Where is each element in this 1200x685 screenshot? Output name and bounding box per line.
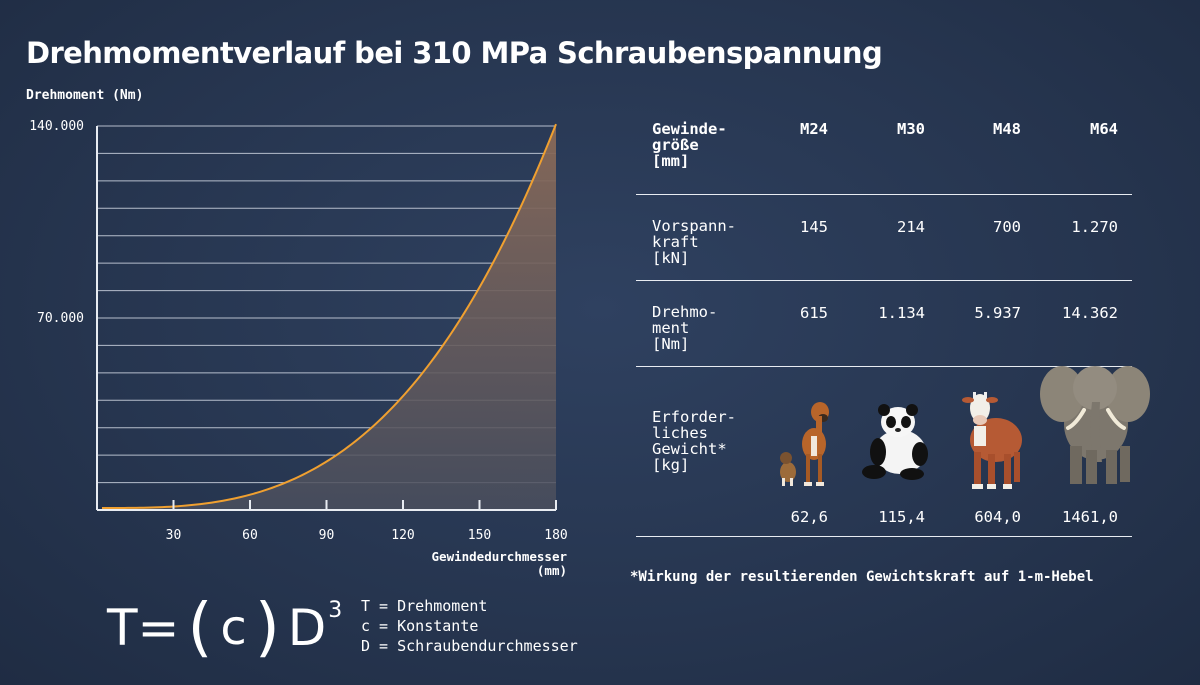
- header-label-line2: größe: [652, 136, 699, 154]
- table-divider: [636, 366, 1132, 367]
- row-label-vorspannkraft: Vorspann- kraft [kN]: [652, 218, 772, 266]
- row-label-gewicht: Erforder- liches Gewicht* [kg]: [652, 409, 772, 473]
- y-axis-label: Drehmoment (Nm): [26, 88, 144, 103]
- legend-d: D = Schraubendurchmesser: [361, 637, 578, 655]
- x-tick-label: 120: [391, 528, 414, 543]
- page-title: Drehmomentverlauf bei 310 MPa Schraubens…: [26, 36, 883, 70]
- cell-vorspannkraft-m48: 700: [993, 218, 1021, 236]
- cell-gewicht-m64: 1461,0: [1062, 508, 1118, 526]
- cell-vorspannkraft-m24: 145: [800, 218, 828, 236]
- header-m24: M24: [800, 120, 828, 138]
- header-m64: M64: [1090, 120, 1118, 138]
- formula-legend: T = Drehmoment c = Konstante D = Schraub…: [361, 596, 578, 656]
- cell-gewicht-m48: 604,0: [974, 508, 1021, 526]
- header-label-line1: Gewinde-: [652, 120, 727, 138]
- cell-drehmoment-m30: 1.134: [878, 304, 925, 322]
- dogs-icon: [780, 402, 829, 486]
- x-tick-label: 60: [242, 528, 258, 543]
- x-axis-label-line1: Gewindedurchmesser: [431, 549, 567, 564]
- x-tick-label: 90: [319, 528, 335, 543]
- cell-vorspannkraft-m64: 1.270: [1071, 218, 1118, 236]
- formula-d: D: [287, 599, 327, 657]
- x-tick-label: 180: [544, 528, 567, 543]
- torque-chart: 30 60 90 120 150 180 140.000 70.000: [29, 119, 568, 543]
- y-tick-label: 70.000: [37, 311, 84, 326]
- row1-label-line3: [kN]: [652, 249, 690, 267]
- elephant-icon: [1040, 366, 1150, 484]
- cell-drehmoment-m24: 615: [800, 304, 828, 322]
- cell-gewicht-m30: 115,4: [878, 508, 925, 526]
- row2-label-line3: [Nm]: [652, 335, 690, 353]
- formula-open-paren: (: [187, 591, 213, 665]
- row1-label-line2: kraft: [652, 233, 699, 251]
- row3-label-line4: [kg]: [652, 456, 690, 474]
- torque-curve: [102, 123, 557, 509]
- legend-t: T = Drehmoment: [361, 597, 488, 615]
- cell-vorspannkraft-m30: 214: [897, 218, 925, 236]
- x-tick-label: 150: [468, 528, 491, 543]
- formula-t: T: [107, 599, 138, 657]
- table-divider: [636, 536, 1132, 537]
- formula-c: c: [220, 600, 247, 656]
- x-axis-label: Gewindedurchmesser (mm): [380, 550, 567, 578]
- x-axis-label-line2: (mm): [536, 563, 567, 578]
- formula-close-paren: ): [254, 591, 280, 665]
- y-ticks: 140.000 70.000: [29, 119, 84, 326]
- x-tick-label: 30: [166, 528, 182, 543]
- table-divider: [636, 280, 1132, 281]
- row-label-drehmoment: Drehmo- ment [Nm]: [652, 304, 772, 352]
- y-tick-label: 140.000: [29, 119, 84, 134]
- formula-eq: =: [137, 599, 180, 657]
- torque-area: [102, 124, 556, 510]
- header-label-line3: [mm]: [652, 152, 690, 170]
- cell-gewicht-m24: 62,6: [790, 508, 828, 526]
- panda-icon: [862, 404, 928, 480]
- header-m48: M48: [993, 120, 1021, 138]
- x-ticks: 30 60 90 120 150 180: [166, 500, 568, 543]
- formula: T = ( c ) D 3: [107, 588, 342, 668]
- cell-drehmoment-m48: 5.937: [974, 304, 1021, 322]
- table-divider: [636, 194, 1132, 195]
- footnote: *Wirkung der resultierenden Gewichtskraf…: [630, 569, 1094, 585]
- header-label: Gewinde- größe [mm]: [652, 121, 772, 169]
- header-m30: M30: [897, 120, 925, 138]
- cow-icon: [962, 392, 1022, 489]
- row1-label-line1: Vorspann-: [652, 217, 736, 235]
- cell-drehmoment-m64: 14.362: [1062, 304, 1118, 322]
- row2-label-line1: Drehmo-: [652, 303, 718, 321]
- row2-label-line2: ment: [652, 319, 690, 337]
- row3-label-line3: Gewicht*: [652, 440, 727, 458]
- row3-label-line1: Erforder-: [652, 408, 736, 426]
- row3-label-line2: liches: [652, 424, 708, 442]
- formula-exponent: 3: [328, 597, 343, 623]
- legend-c: c = Konstante: [361, 617, 479, 635]
